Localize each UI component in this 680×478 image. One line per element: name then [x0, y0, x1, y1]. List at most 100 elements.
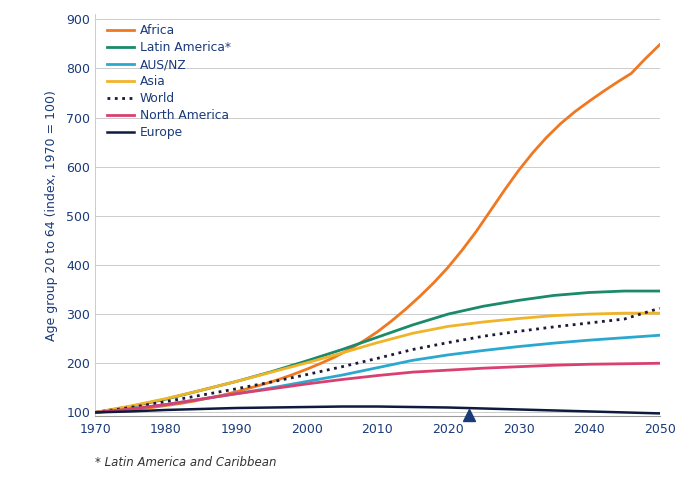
- AUS/NZ: [126, 406, 135, 412]
- Europe: [409, 404, 417, 410]
- North America: [233, 391, 241, 397]
- AUS/NZ: [656, 332, 664, 338]
- Africa: [204, 395, 212, 401]
- Africa: [472, 228, 480, 234]
- Latin America*: [267, 369, 275, 374]
- World: [233, 386, 241, 391]
- Africa: [628, 70, 636, 76]
- Europe: [444, 405, 452, 411]
- Latin America*: [303, 358, 311, 364]
- North America: [197, 396, 205, 402]
- Asia: [267, 369, 275, 375]
- Africa: [373, 329, 381, 335]
- Latin America*: [549, 293, 558, 298]
- North America: [338, 377, 346, 382]
- Latin America*: [197, 388, 205, 393]
- AUS/NZ: [303, 379, 311, 384]
- Europe: [162, 407, 170, 413]
- Africa: [359, 338, 367, 344]
- North America: [126, 406, 135, 412]
- North America: [620, 361, 628, 367]
- Africa: [486, 208, 494, 214]
- Africa: [218, 392, 226, 398]
- Africa: [458, 248, 466, 253]
- Latin America*: [338, 347, 346, 352]
- Africa: [641, 56, 649, 62]
- Asia: [515, 315, 523, 321]
- Europe: [126, 409, 135, 414]
- Asia: [409, 330, 417, 336]
- Africa: [402, 306, 410, 312]
- Africa: [176, 401, 184, 406]
- North America: [515, 364, 523, 369]
- Line: AUS/NZ: AUS/NZ: [95, 335, 660, 413]
- World: [197, 392, 205, 398]
- Europe: [620, 410, 628, 415]
- Asia: [197, 388, 205, 393]
- Europe: [515, 407, 523, 413]
- World: [444, 340, 452, 346]
- Latin America*: [126, 403, 135, 409]
- World: [338, 364, 346, 369]
- Y-axis label: Age group 20 to 64 (index, 1970 = 100): Age group 20 to 64 (index, 1970 = 100): [45, 90, 58, 340]
- Latin America*: [444, 311, 452, 317]
- Europe: [373, 403, 381, 409]
- Asia: [585, 311, 593, 317]
- Line: North America: North America: [95, 363, 660, 413]
- Text: * Latin America and Caribbean: * Latin America and Caribbean: [95, 456, 277, 469]
- Latin America*: [585, 290, 593, 295]
- Europe: [585, 409, 593, 414]
- Latin America*: [479, 304, 488, 309]
- AUS/NZ: [549, 340, 558, 346]
- North America: [444, 367, 452, 373]
- Latin America*: [162, 396, 170, 402]
- Africa: [162, 402, 170, 408]
- Africa: [585, 98, 593, 104]
- World: [162, 399, 170, 404]
- Europe: [656, 411, 664, 416]
- Asia: [620, 310, 628, 316]
- Africa: [233, 389, 241, 395]
- Africa: [415, 293, 424, 299]
- North America: [267, 386, 275, 391]
- World: [585, 320, 593, 326]
- World: [656, 305, 664, 311]
- Africa: [317, 360, 325, 366]
- Europe: [233, 405, 241, 411]
- Africa: [430, 280, 438, 285]
- Asia: [373, 340, 381, 346]
- AUS/NZ: [162, 402, 170, 407]
- Asia: [126, 403, 135, 409]
- Asia: [91, 410, 99, 415]
- AUS/NZ: [338, 372, 346, 378]
- North America: [91, 410, 99, 415]
- Africa: [543, 134, 551, 140]
- AUS/NZ: [233, 391, 241, 397]
- Latin America*: [373, 334, 381, 340]
- Africa: [120, 408, 128, 413]
- Africa: [303, 366, 311, 372]
- North America: [479, 365, 488, 371]
- World: [620, 316, 628, 322]
- North America: [585, 361, 593, 367]
- World: [479, 333, 488, 339]
- Europe: [197, 406, 205, 412]
- Europe: [91, 410, 99, 415]
- Latin America*: [233, 379, 241, 384]
- Line: Latin America*: Latin America*: [95, 291, 660, 413]
- Latin America*: [409, 322, 417, 328]
- Latin America*: [620, 288, 628, 294]
- World: [126, 405, 135, 411]
- AUS/NZ: [267, 385, 275, 391]
- Asia: [233, 379, 241, 384]
- Africa: [500, 187, 509, 193]
- World: [267, 379, 275, 385]
- Europe: [267, 405, 275, 411]
- Asia: [338, 350, 346, 356]
- Africa: [557, 120, 565, 126]
- Europe: [338, 403, 346, 409]
- AUS/NZ: [515, 344, 523, 349]
- Latin America*: [656, 288, 664, 294]
- Africa: [246, 385, 254, 391]
- Africa: [275, 377, 283, 382]
